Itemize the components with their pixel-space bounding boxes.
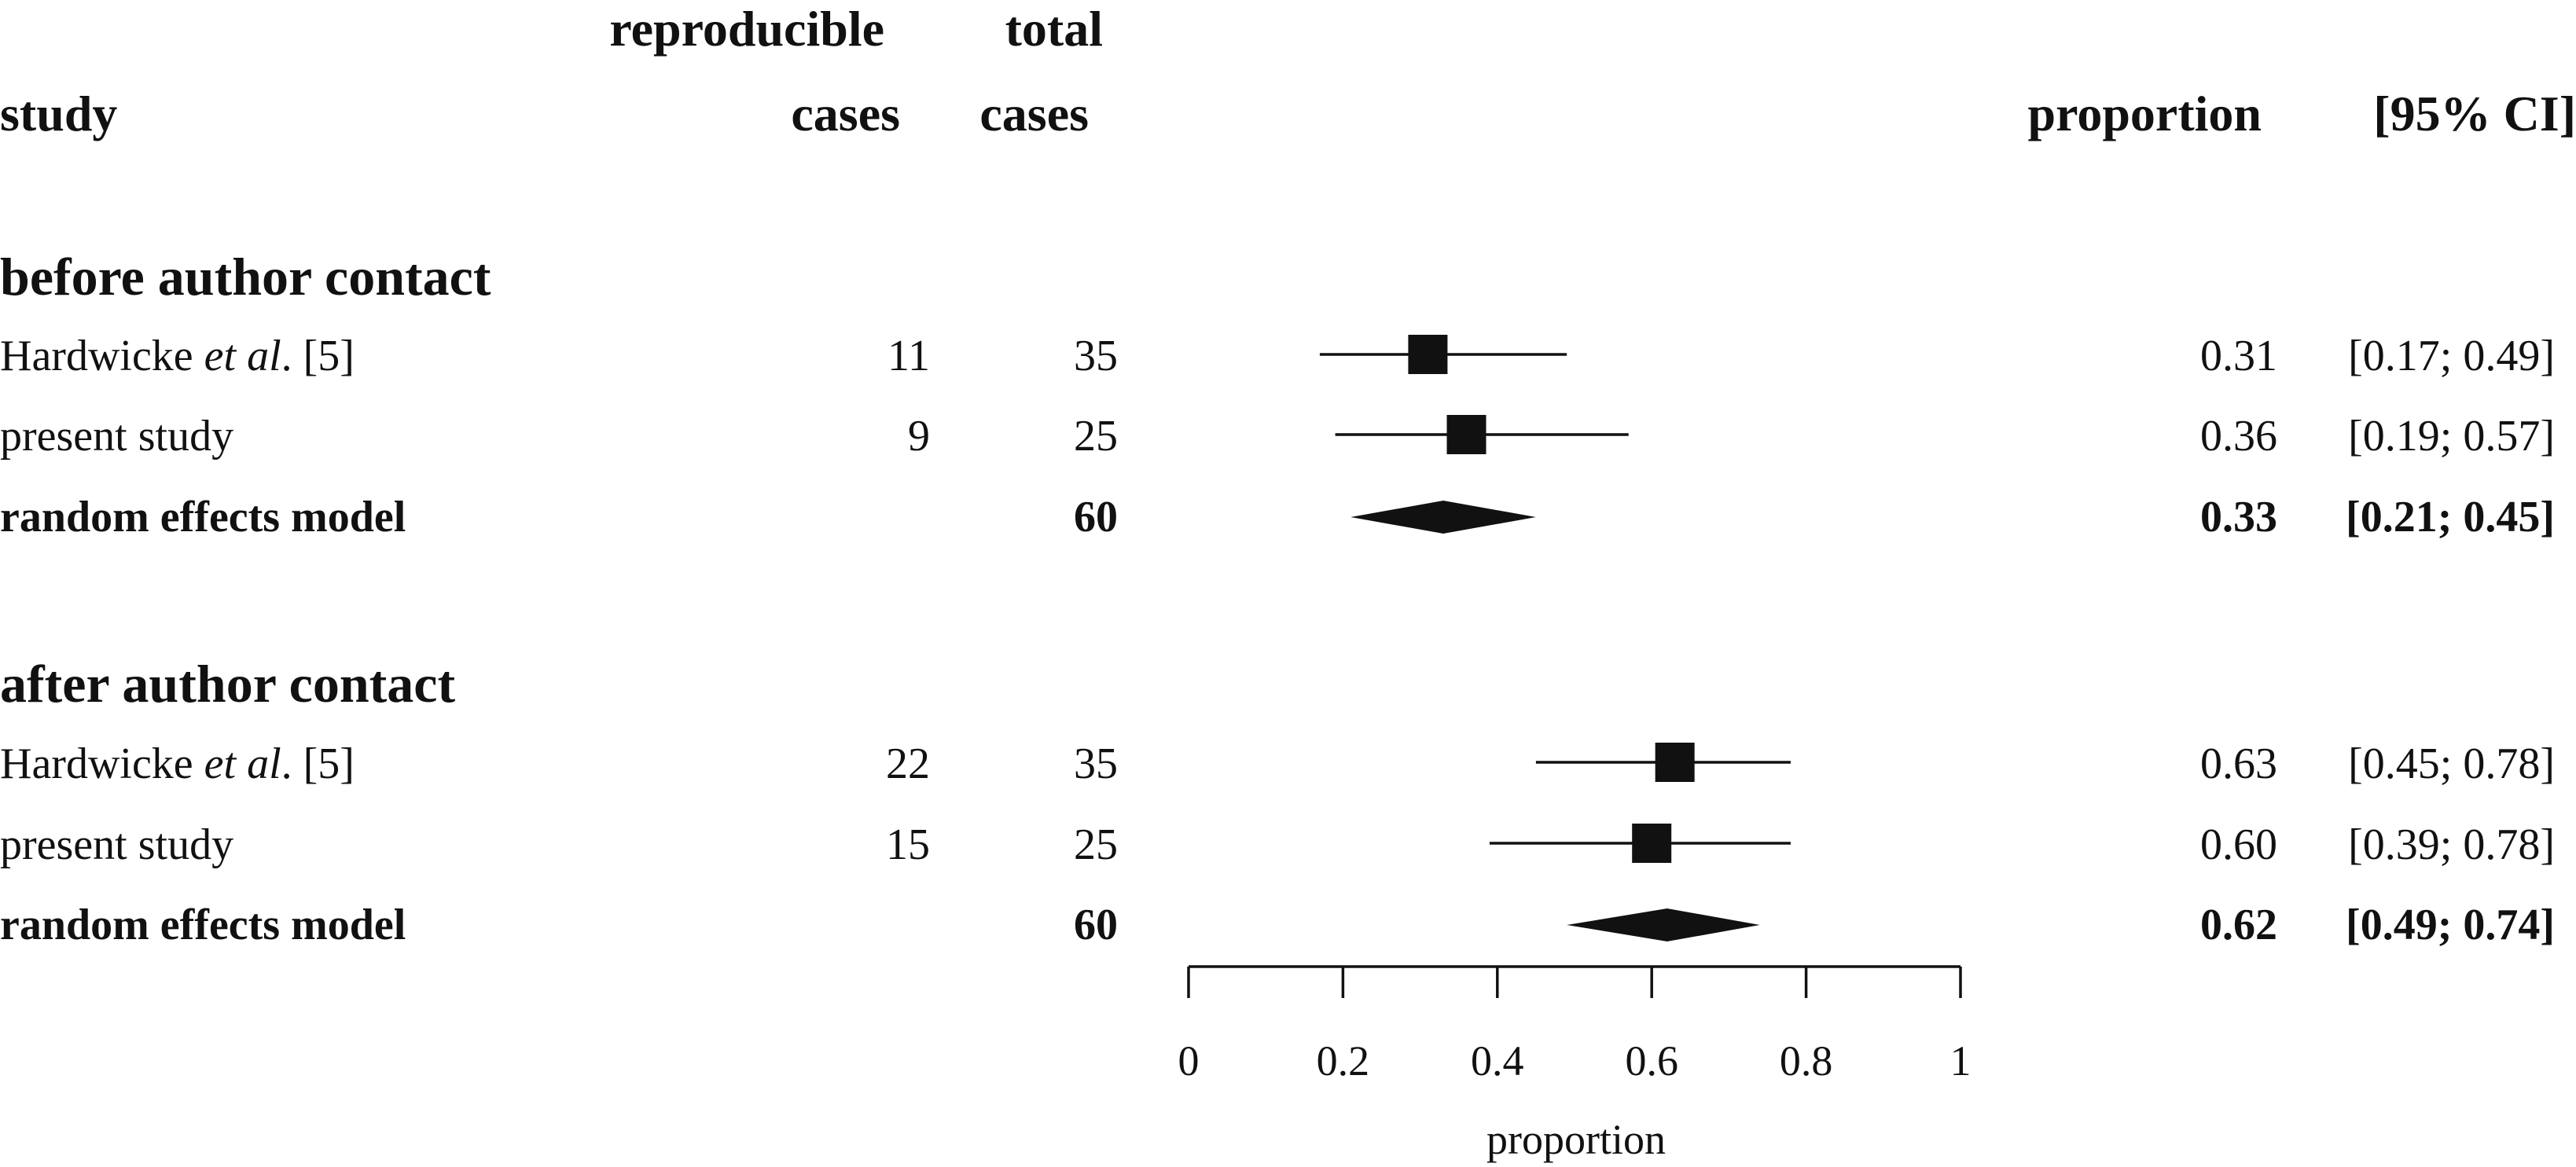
ci-value: [0.19; 0.57] xyxy=(2348,412,2555,461)
header-reproducible-line1: reproducible xyxy=(609,1,884,57)
axis-tick-label: 0.2 xyxy=(1317,1037,1370,1084)
section-title: after author contact xyxy=(0,654,455,714)
x-axis-label: proportion xyxy=(1486,1116,1666,1163)
model-proportion-value: 0.62 xyxy=(2200,901,2277,949)
study-name-main: Hardwicke xyxy=(0,332,193,380)
estimate-marker xyxy=(1408,335,1448,374)
study-name: present study xyxy=(0,820,233,869)
study-name-italic: et al xyxy=(204,739,281,788)
model-proportion-value: 0.33 xyxy=(2200,493,2277,541)
axis-tick-label: 0.4 xyxy=(1471,1037,1524,1084)
study-name: present study xyxy=(0,412,233,461)
axis-tick-label: 0 xyxy=(1178,1037,1200,1084)
ci-value: [0.45; 0.78] xyxy=(2348,739,2555,788)
reproducible-cases: 9 xyxy=(908,412,930,461)
total-cases: 35 xyxy=(1074,739,1118,788)
proportion-value: 0.31 xyxy=(2200,332,2277,380)
total-cases: 25 xyxy=(1074,820,1118,869)
estimate-marker xyxy=(1632,824,1672,863)
study-name-main: present study xyxy=(0,820,233,869)
study-name-suffix: . [5] xyxy=(281,332,355,380)
study-name: Hardwicke et al. [5] xyxy=(0,332,355,380)
total-cases: 35 xyxy=(1074,332,1118,380)
axis-tick-label: 0.6 xyxy=(1625,1037,1678,1084)
study-name-suffix: . [5] xyxy=(281,739,355,788)
header-ci: [95% CI] xyxy=(2373,86,2576,141)
study-name-main: Hardwicke xyxy=(0,739,193,788)
total-cases: 25 xyxy=(1074,412,1118,461)
reproducible-cases: 22 xyxy=(886,739,930,788)
model-total-cases: 60 xyxy=(1074,493,1118,541)
header-proportion: proportion xyxy=(2027,86,2262,141)
ci-value: [0.17; 0.49] xyxy=(2348,332,2555,380)
header-reproducible-line2: cases xyxy=(791,86,900,141)
ci-value: [0.39; 0.78] xyxy=(2348,820,2555,869)
summary-diamond xyxy=(1567,908,1760,941)
header-total-line1: total xyxy=(1005,1,1103,57)
model-total-cases: 60 xyxy=(1074,901,1118,949)
model-name: random effects model xyxy=(0,901,406,949)
model-ci-value: [0.49; 0.74] xyxy=(2346,901,2555,949)
axis-tick-label: 1 xyxy=(1950,1037,1972,1084)
section-title: before author contact xyxy=(0,247,491,306)
study-name-main: present study xyxy=(0,412,233,461)
study-name-italic: et al xyxy=(204,332,281,380)
estimate-marker xyxy=(1655,743,1695,782)
reproducible-cases: 15 xyxy=(886,820,930,869)
reproducible-cases: 11 xyxy=(887,332,930,380)
model-ci-value: [0.21; 0.45] xyxy=(2346,493,2555,541)
summary-diamond xyxy=(1350,501,1536,534)
proportion-value: 0.60 xyxy=(2200,820,2277,869)
proportion-value: 0.63 xyxy=(2200,739,2277,788)
axis-tick-label: 0.8 xyxy=(1780,1037,1833,1084)
x-axis: 0 0.2 0.4 0.6 0.8 1 proportion xyxy=(1178,965,1972,1163)
study-name: Hardwicke et al. [5] xyxy=(0,739,355,788)
model-name: random effects model xyxy=(0,493,406,541)
header-total-line2: cases xyxy=(979,86,1089,141)
estimate-marker xyxy=(1446,415,1486,454)
proportion-value: 0.36 xyxy=(2200,412,2277,461)
header-study: study xyxy=(0,86,117,141)
